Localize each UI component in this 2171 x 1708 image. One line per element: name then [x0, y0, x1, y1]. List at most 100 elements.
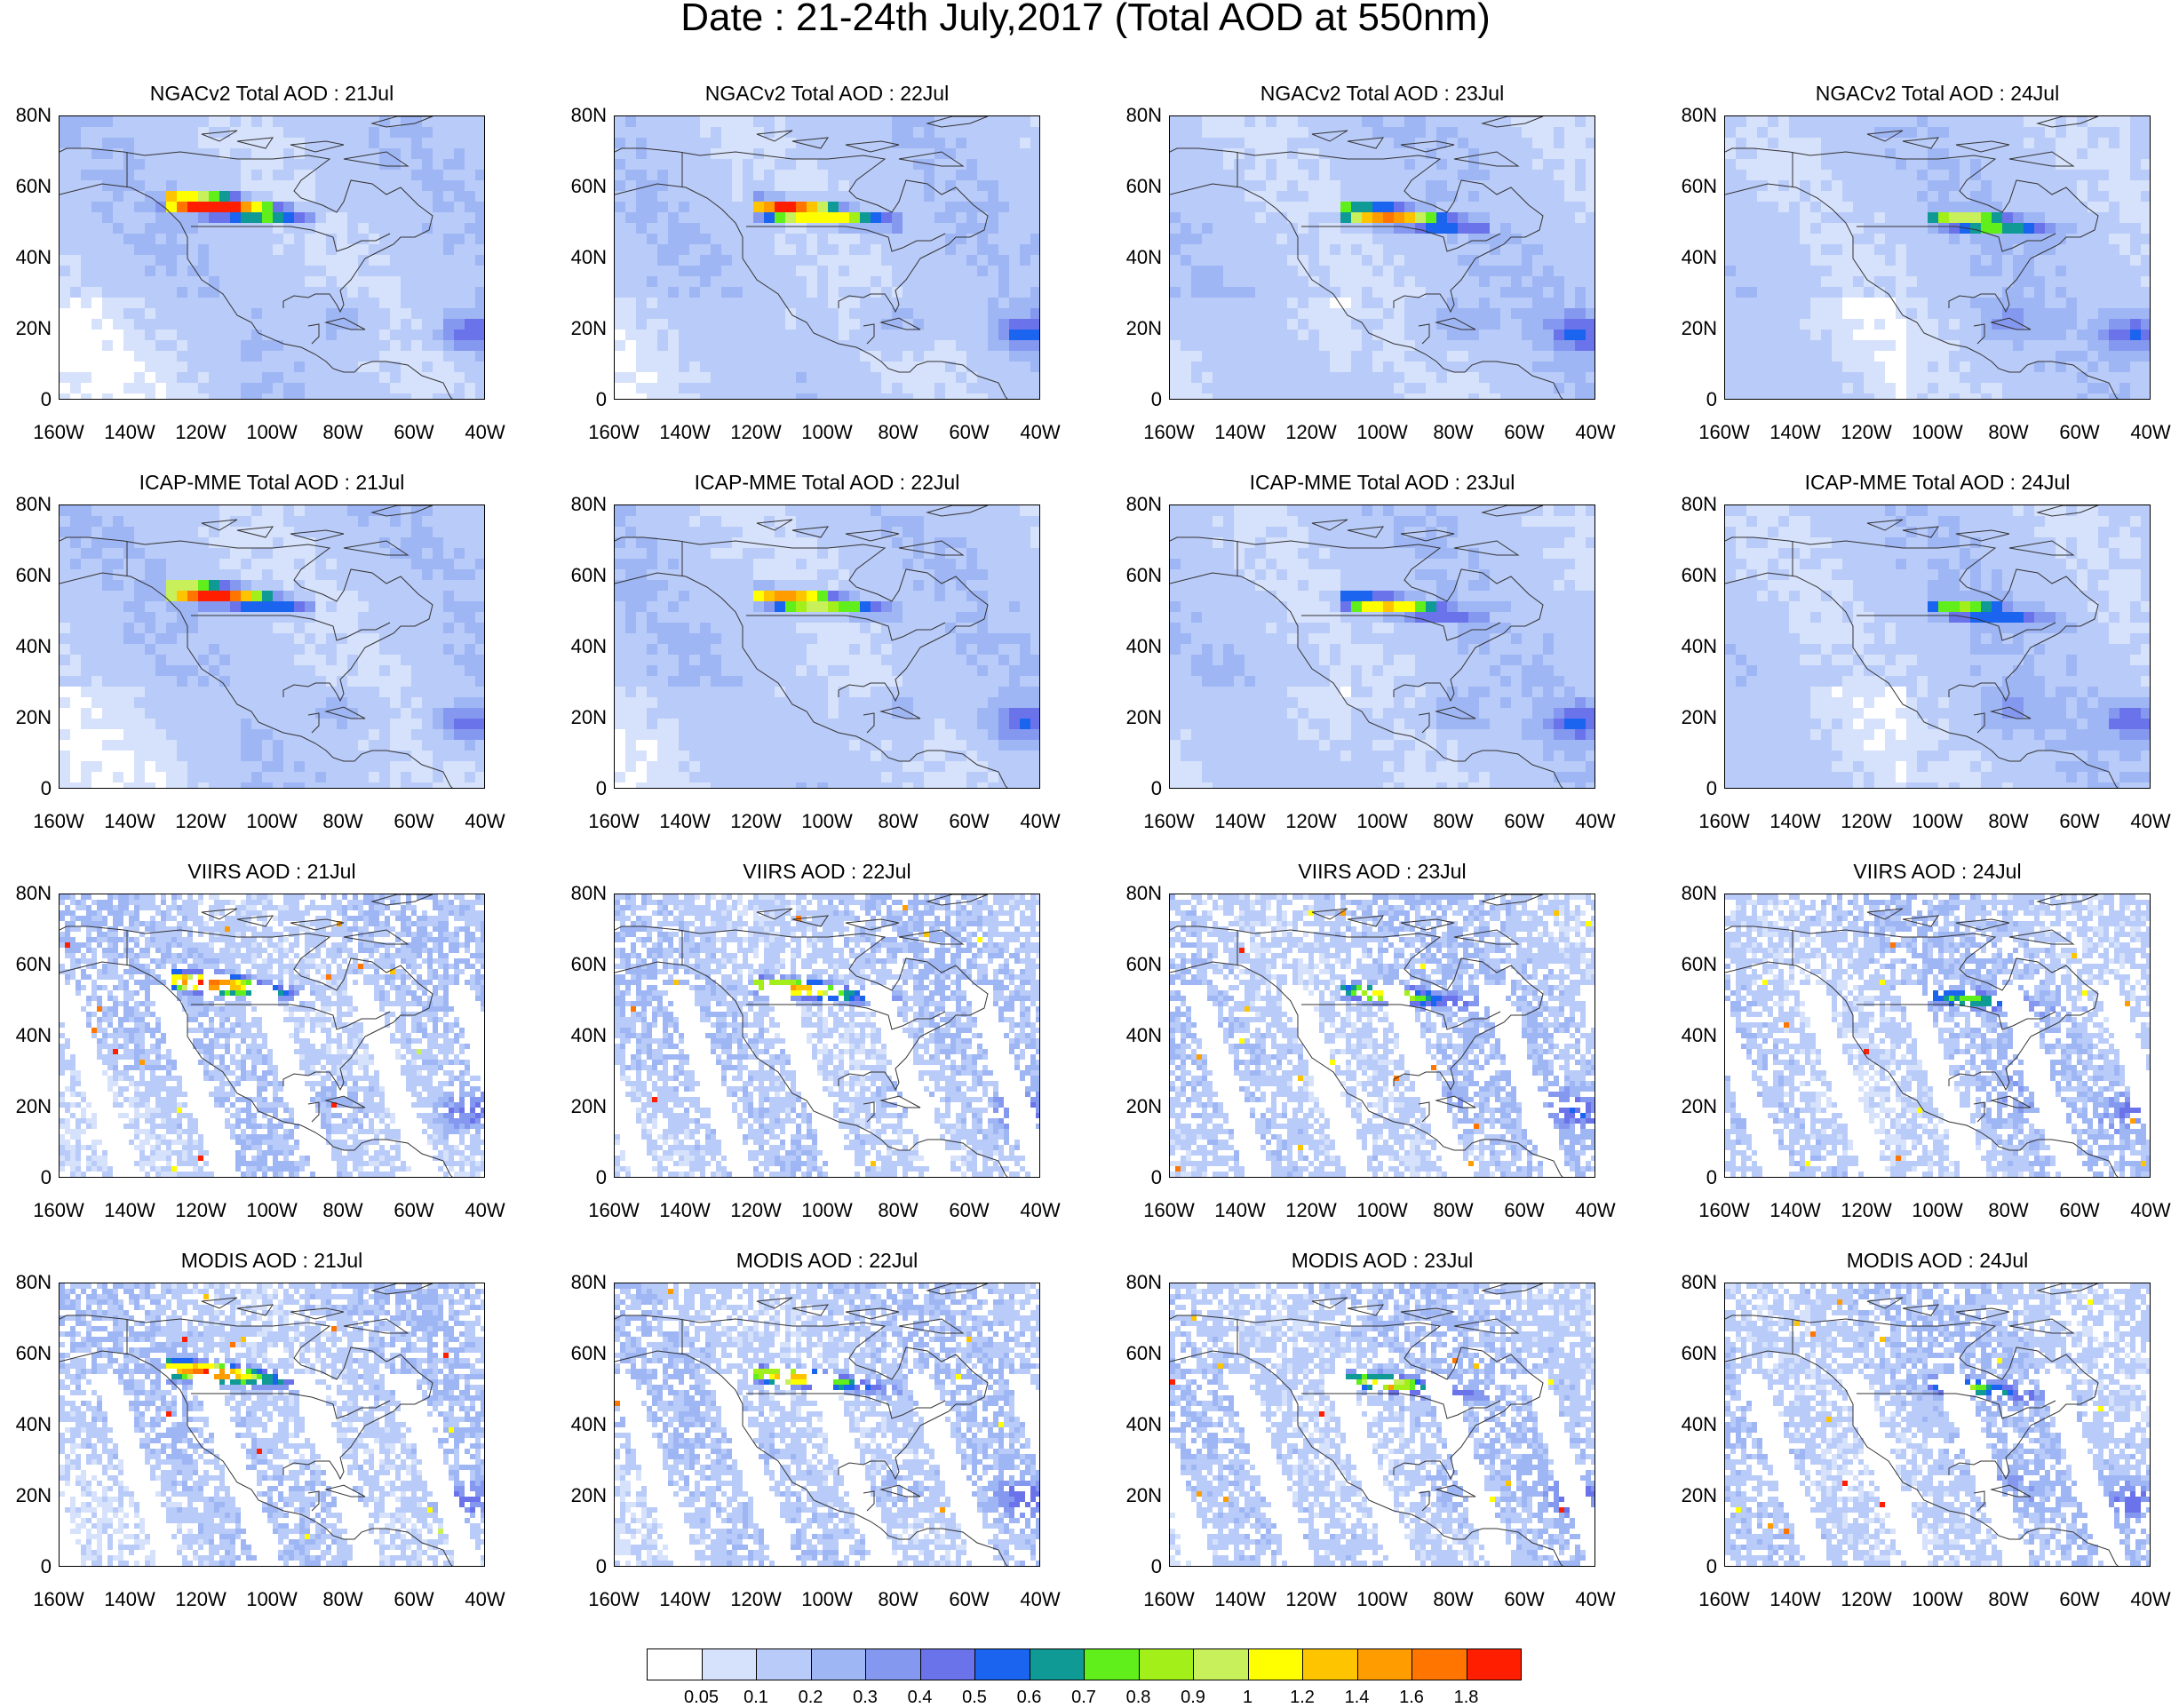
- aod-cell: [91, 127, 102, 138]
- aod-cell: [881, 170, 892, 180]
- aod-cell: [1415, 234, 1426, 244]
- aod-cell: [123, 665, 134, 676]
- aod-cell: [1372, 244, 1383, 255]
- aod-cell: [230, 569, 241, 580]
- aod-cell: [2024, 170, 2034, 180]
- aod-cell: [679, 170, 689, 180]
- aod-cell: [1351, 202, 1362, 212]
- aod-cell: [1725, 244, 1736, 255]
- aod-cell: [1447, 351, 1458, 361]
- aod-cell: [796, 170, 807, 180]
- aod-cell: [166, 308, 177, 319]
- aod-cell: [1213, 191, 1223, 202]
- aod-cell: [113, 591, 123, 601]
- aod-cell: [347, 308, 358, 319]
- aod-cell: [1906, 340, 1917, 351]
- aod-cell: [1757, 372, 1768, 383]
- aod-cell: [945, 287, 956, 298]
- aod-cell: [177, 580, 187, 591]
- aod-cell: [198, 244, 209, 255]
- aod-cell: [155, 308, 166, 319]
- aod-cell: [1768, 202, 1778, 212]
- aod-cell: [411, 330, 422, 340]
- aod-cell: [230, 148, 241, 159]
- lat-tick-label: 20N: [553, 317, 607, 340]
- aod-cell: [465, 527, 475, 537]
- aod-cell: [753, 351, 764, 361]
- aod-cell: [198, 170, 209, 180]
- aod-cell: [241, 212, 251, 223]
- aod-cell: [465, 516, 475, 527]
- aod-cell: [187, 361, 198, 372]
- aod-cell: [1970, 330, 1981, 340]
- aod-cell: [369, 633, 379, 644]
- aod-cell: [60, 516, 70, 527]
- aod-cell: [828, 244, 839, 255]
- aod-cell: [443, 516, 454, 527]
- aod-cell: [2141, 298, 2151, 308]
- aod-cell: [91, 170, 102, 180]
- aod-cell: [1522, 234, 1532, 244]
- aod-cell: [209, 116, 219, 127]
- aod-cell: [1522, 372, 1532, 383]
- aod-cell: [379, 255, 390, 266]
- aod-cell: [422, 202, 433, 212]
- aod-cell: [1575, 127, 1586, 138]
- aod-cell: [1789, 340, 1800, 351]
- aod-cell: [187, 159, 198, 170]
- aod-cell: [988, 298, 998, 308]
- aod-cell: [1319, 330, 1330, 340]
- aod-cell: [294, 537, 305, 548]
- aod-cell: [1287, 234, 1298, 244]
- aod-cell: [198, 548, 209, 559]
- aod-cell: [81, 180, 91, 191]
- aod-cell: [337, 170, 347, 180]
- aod-cell: [2002, 159, 2013, 170]
- aod-cell: [1736, 170, 1746, 180]
- aod-cell: [177, 569, 187, 580]
- aod-cell: [401, 287, 411, 298]
- aod-cell: [1213, 319, 1223, 330]
- aod-cell: [273, 361, 283, 372]
- aod-cell: [1181, 212, 1191, 223]
- aod-cell: [2056, 255, 2066, 266]
- aod-cell: [785, 330, 796, 340]
- aod-cell: [1245, 234, 1255, 244]
- aod-cell: [70, 665, 81, 676]
- aod-cell: [1362, 287, 1372, 298]
- aod-cell: [294, 601, 305, 612]
- aod-cell: [871, 170, 881, 180]
- aod-cell: [753, 340, 764, 351]
- aod-cell: [1223, 244, 1234, 255]
- aod-cell: [817, 180, 828, 191]
- aod-cell: [443, 170, 454, 180]
- aod-cell: [764, 202, 775, 212]
- aod-cell: [2034, 330, 2045, 340]
- aod-cell: [1906, 202, 1917, 212]
- aod-cell: [198, 633, 209, 644]
- aod-cell: [454, 202, 465, 212]
- aod-cell: [2002, 308, 2013, 319]
- aod-cell: [1287, 372, 1298, 383]
- aod-cell: [1308, 372, 1319, 383]
- aod-cell: [1586, 255, 1595, 266]
- aod-cell: [102, 191, 113, 202]
- aod-cell: [796, 116, 807, 127]
- aod-cell: [1992, 266, 2002, 276]
- aod-cell: [60, 234, 70, 244]
- aod-cell: [433, 276, 443, 287]
- aod-cell: [1906, 361, 1917, 372]
- aod-cell: [1821, 298, 1832, 308]
- aod-cell: [422, 569, 433, 580]
- aod-cell: [775, 266, 785, 276]
- aod-cell: [1768, 191, 1778, 202]
- aod-cell: [60, 212, 70, 223]
- aod-cell: [230, 665, 241, 676]
- aod-cell: [2066, 148, 2077, 159]
- aod-cell: [2034, 170, 2045, 180]
- aod-cell: [1404, 340, 1415, 351]
- aod-cell: [647, 351, 657, 361]
- aod-cell: [1255, 351, 1266, 361]
- aod-cell: [753, 159, 764, 170]
- aod-cell: [145, 148, 155, 159]
